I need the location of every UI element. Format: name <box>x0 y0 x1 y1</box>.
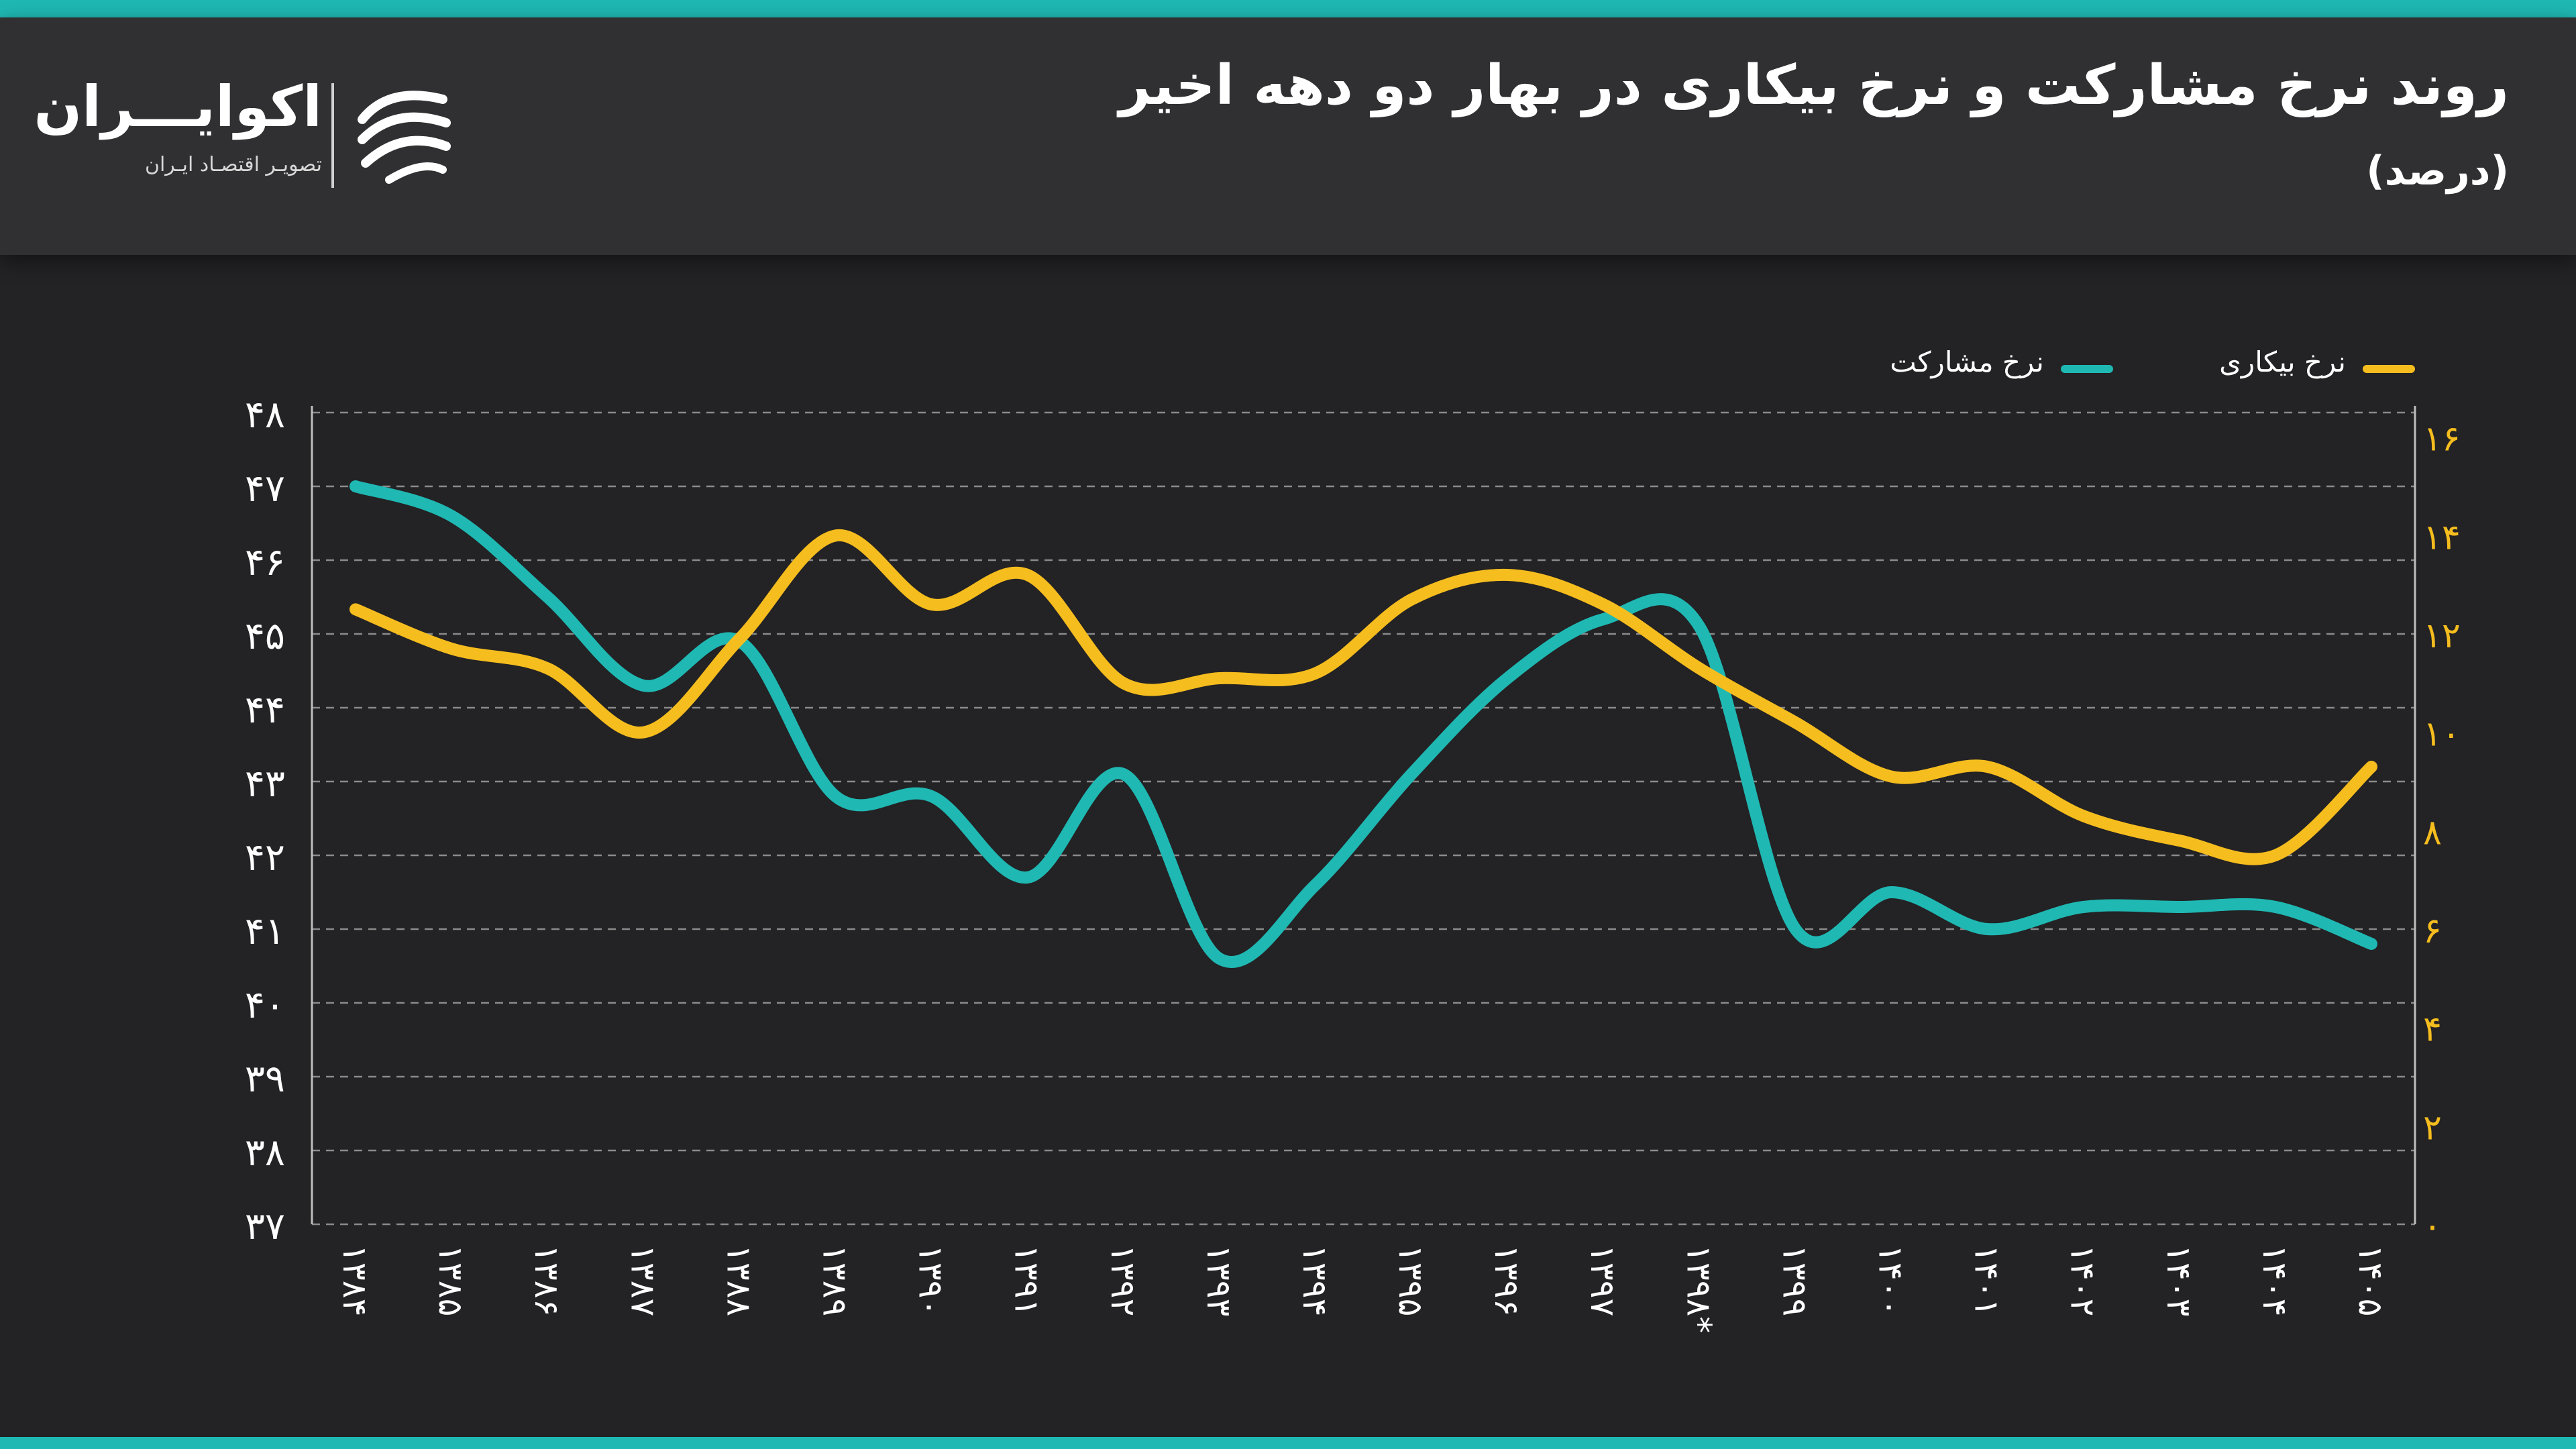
right-tick-label: ۱۰ <box>2423 714 2461 755</box>
left-tick-label: ۴۶ <box>245 541 285 584</box>
left-tick-label: ۴۱ <box>245 910 285 953</box>
chart-legend-2: نرخ مشارکت <box>1890 345 2113 386</box>
x-tick-label: ۱۴۰۱ <box>1968 1244 2006 1316</box>
ecoiran-logo-icon <box>358 91 451 184</box>
right-tick-label: ۴ <box>2423 1010 2442 1050</box>
x-tick-label: ۱۳۸۸ <box>719 1244 758 1316</box>
x-tick-label: ۱۳۸۷ <box>623 1244 662 1316</box>
right-tick-label: ۱۴ <box>2423 517 2461 557</box>
x-tick-label: ۱۳۸۴ <box>335 1244 374 1316</box>
top-accent-bar <box>0 0 2576 17</box>
x-tick-label: ۱۳۸۶ <box>527 1244 566 1316</box>
bottom-accent-bar <box>0 1437 2576 1449</box>
series-line-participation <box>350 480 2377 968</box>
x-tick-label: ۱۴۰۳ <box>2159 1244 2198 1316</box>
right-tick-label: ۶ <box>2423 911 2442 951</box>
brand-name: اکوایـــران <box>34 74 322 140</box>
left-tick-label: ۴۲ <box>245 836 285 879</box>
x-tick-label: ۱۳۸۹ <box>815 1244 854 1316</box>
left-tick-label: ۴۴ <box>245 688 285 732</box>
chart-legend: نرخ بیکاری <box>2219 345 2415 386</box>
x-tick-label: ۱۳۹۱ <box>1008 1244 1046 1316</box>
x-tick-label: ۱۳۹۲ <box>1104 1244 1142 1316</box>
x-tick-label: ۱۳۹۹ <box>1775 1244 1814 1316</box>
legend-swatch-unemployment <box>2363 364 2415 373</box>
x-tick-label: ۱۳۹۷ <box>1583 1244 1622 1316</box>
right-tick-label: ۱۲ <box>2423 616 2461 656</box>
x-tick-label: ۱۳۸۵ <box>431 1244 470 1316</box>
x-tick-label: ۱۳۹۳ <box>1199 1244 1238 1316</box>
chart-subtitle: (درصد) <box>2366 148 2509 195</box>
x-tick-label: ۱۳۹۸* <box>1679 1244 1718 1333</box>
right-tick-label: ۱۶ <box>2423 419 2461 460</box>
left-tick-label: ۳۸ <box>245 1131 285 1175</box>
legend-swatch-participation <box>2061 364 2113 373</box>
x-tick-label: ۱۴۰۴ <box>2255 1244 2294 1316</box>
left-tick-label: ۴۵ <box>245 614 285 658</box>
legend-label-participation: نرخ مشارکت <box>1890 345 2044 378</box>
right-tick-label: ۰ <box>2423 1206 2442 1246</box>
left-tick-label: ۴۰ <box>245 983 285 1027</box>
x-tick-label: ۱۳۹۶ <box>1487 1244 1526 1316</box>
x-tick-label: ۱۳۹۵ <box>1391 1244 1430 1316</box>
series-line-unemployment <box>350 529 2377 865</box>
brand-divider <box>331 83 334 188</box>
x-tick-label: ۱۳۹۴ <box>1295 1244 1334 1316</box>
left-tick-label: ۴۸ <box>245 393 285 437</box>
x-tick-label: ۱۳۹۰ <box>912 1244 951 1316</box>
left-tick-label: ۳۷ <box>245 1205 285 1248</box>
x-tick-label: ۱۴۰۵ <box>2351 1244 2390 1316</box>
x-tick-label: ۱۴۰۰ <box>1872 1244 1911 1316</box>
legend-label-unemployment: نرخ بیکاری <box>2219 345 2346 378</box>
brand-tagline: تصویـر اقتصـاد ایـران <box>144 153 322 176</box>
x-tick-label: ۱۴۰۲ <box>2063 1244 2102 1316</box>
right-tick-label: ۸ <box>2423 812 2442 853</box>
right-tick-label: ۲ <box>2423 1108 2442 1148</box>
left-tick-label: ۴۷ <box>245 467 285 511</box>
left-tick-label: ۳۹ <box>245 1057 285 1101</box>
chart-title: روند نرخ مشارکت و نرخ بیکاری در بهار دو … <box>1119 54 2509 117</box>
header-panel <box>0 17 2576 255</box>
left-tick-label: ۴۳ <box>245 762 285 806</box>
